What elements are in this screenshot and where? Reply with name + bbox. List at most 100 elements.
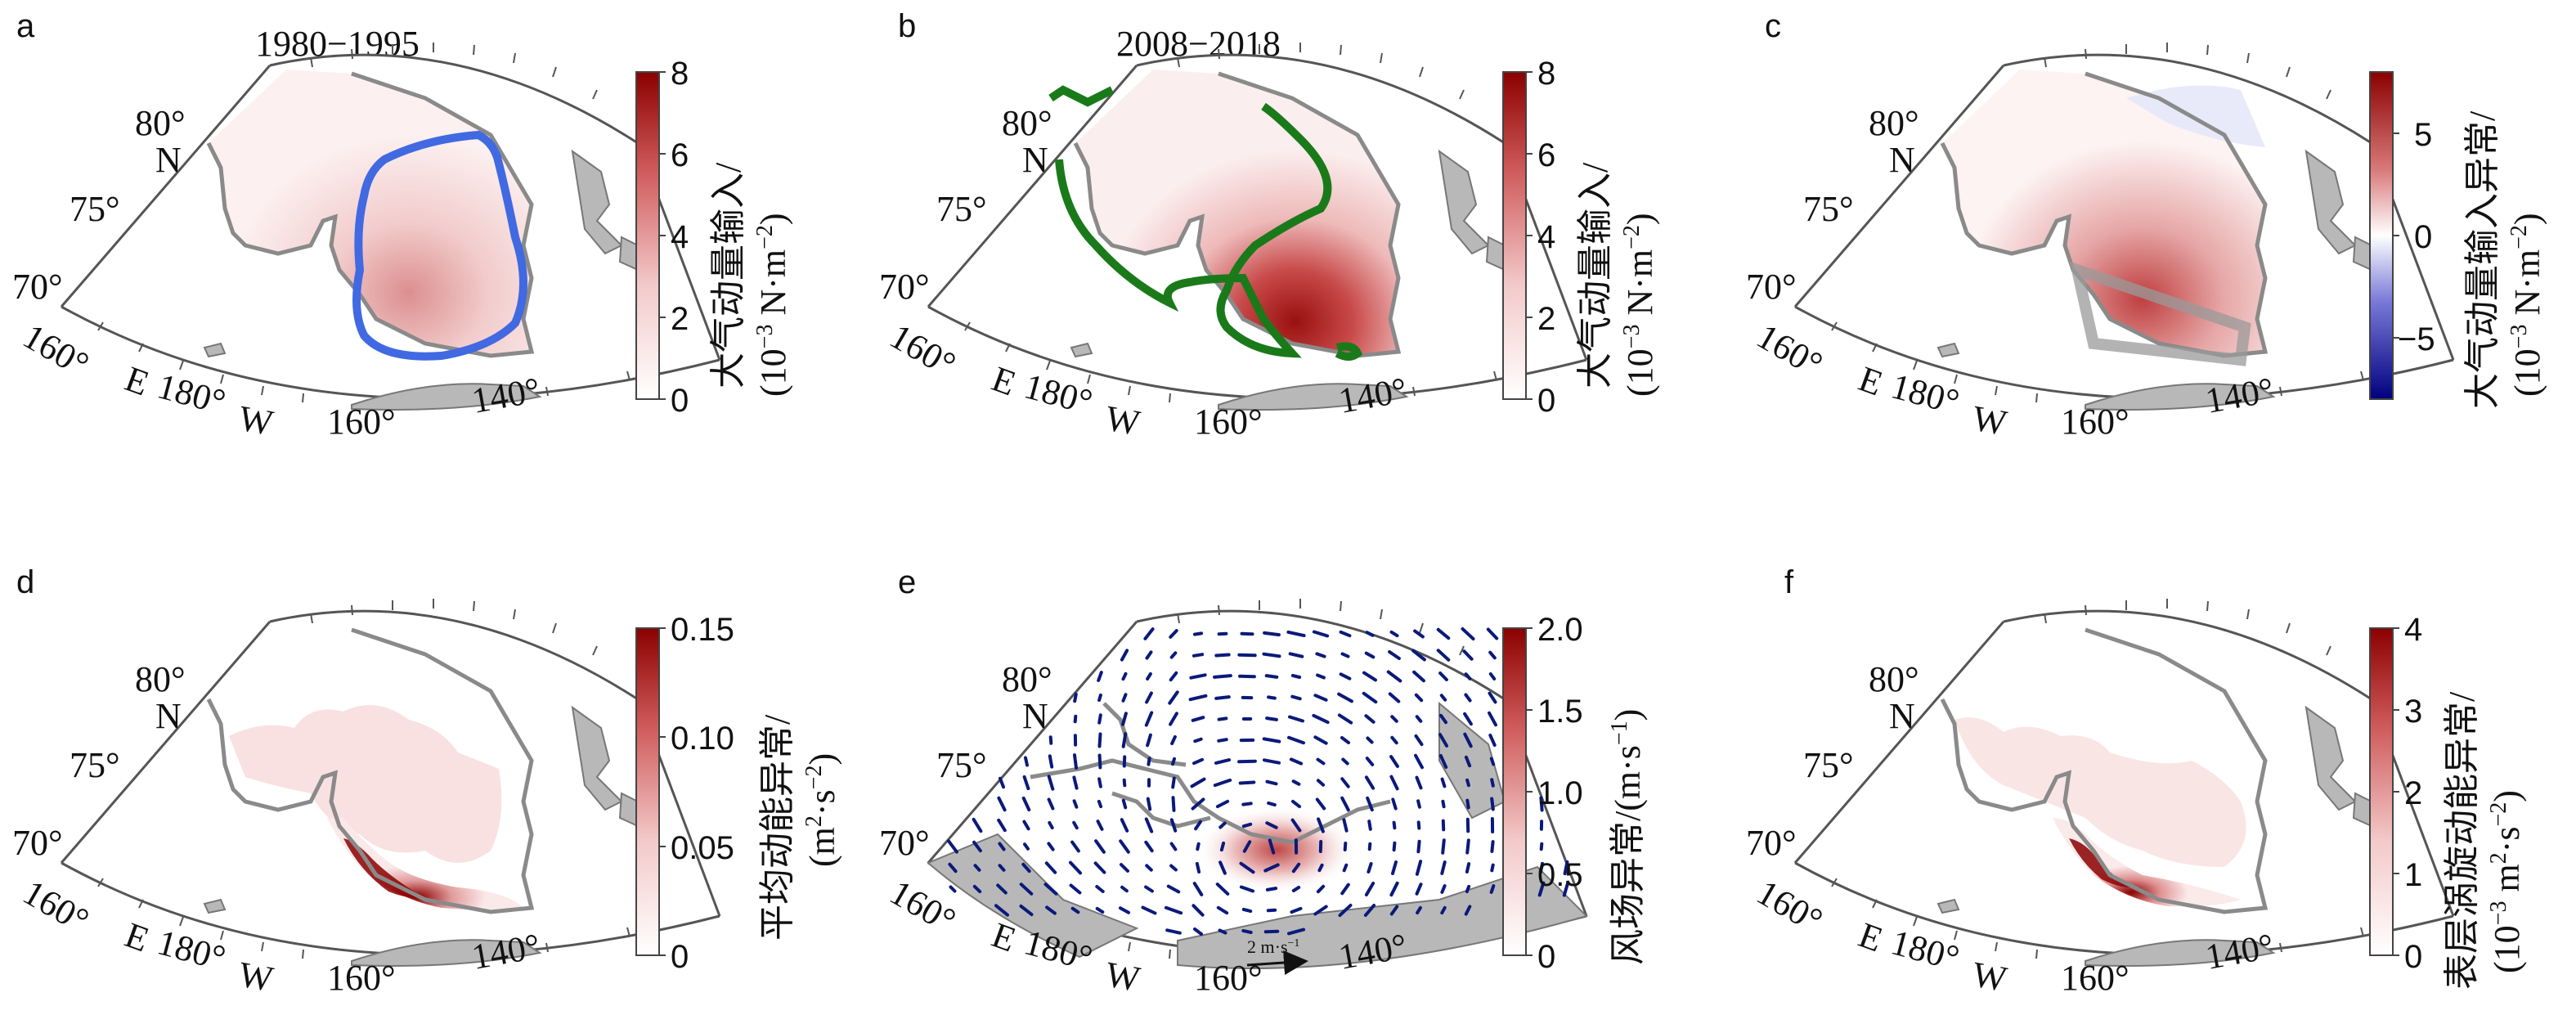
wind-vector [1465, 838, 1470, 855]
lat-70: 70° [1746, 267, 1797, 307]
wind-vector [1219, 841, 1226, 852]
wind-vector [1413, 629, 1425, 639]
wind-vector [1265, 779, 1278, 786]
wind-vector [1189, 673, 1207, 680]
wind-vector [1464, 755, 1472, 768]
wind-vector [1214, 758, 1231, 765]
wind-vector [1290, 694, 1302, 701]
cb-a-tick-0: 0 [671, 383, 689, 419]
wind-vector [1462, 649, 1474, 661]
lon-160e: 160° [1750, 316, 1829, 384]
wind-vector [1146, 671, 1152, 681]
wind-vector [1289, 757, 1304, 766]
wind-vector [1265, 716, 1278, 721]
wind-vector [1264, 674, 1279, 679]
cb-c-title: 大气动量输入异常/ [2462, 110, 2502, 409]
lon-e-label: E [987, 914, 1021, 959]
blue-contour [352, 130, 527, 361]
wind-vector [1217, 716, 1228, 721]
wind-vector [1338, 903, 1353, 918]
wind-vector [1144, 840, 1154, 853]
wind-vector [1096, 820, 1104, 831]
wind-vector [1214, 653, 1231, 658]
wind-vector [1044, 861, 1057, 874]
wind-vector [1488, 733, 1497, 748]
panel-a: a 1980−1995 80° N 75° 70° 160° E 180° W … [12, 8, 793, 443]
cb-d-tick-005: 0.05 [671, 830, 734, 866]
wind-vector [1097, 693, 1102, 703]
wind-vector [1239, 885, 1255, 893]
wind-vector [1120, 863, 1129, 873]
lon-w-label: W [1102, 954, 1143, 1000]
wind-vector [1141, 905, 1157, 915]
wind-vector [1021, 796, 1031, 812]
cb-f-tick-2: 2 [2404, 775, 2422, 811]
wind-vector [1465, 862, 1471, 874]
wind-vector [1073, 692, 1078, 703]
cb-a-title: 大气动量输入/ [708, 162, 748, 388]
wind-vector [1316, 779, 1326, 787]
wind-vector [1488, 711, 1497, 727]
wind-vector [1363, 904, 1376, 917]
wind-vector [1288, 652, 1304, 658]
wind-vector [1463, 732, 1473, 748]
wind-vector [1169, 629, 1178, 639]
cb-d-tick-010: 0.10 [671, 721, 734, 757]
wind-vector [1095, 885, 1105, 893]
wind-vector [1389, 905, 1399, 916]
wind-vector [1414, 693, 1424, 703]
cb-a-tick-4: 4 [671, 219, 689, 255]
wind-vector [1019, 904, 1034, 917]
cb-d-tick-0: 0 [671, 939, 689, 975]
wind-vector [1093, 861, 1106, 874]
wind-vector [1241, 929, 1253, 934]
wind-vector [1213, 778, 1232, 788]
wind-vector [1313, 694, 1328, 702]
wind-vector [1097, 753, 1102, 770]
wind-vector [1019, 883, 1034, 896]
lat-75: 75° [936, 745, 987, 785]
cb-e-tick-05: 0.5 [1537, 857, 1583, 893]
cb-c-tick-neg5: −5 [2398, 321, 2435, 357]
wind-vector [1193, 927, 1203, 936]
wind-vector [1215, 883, 1230, 896]
wind-vector [1164, 905, 1183, 915]
cb-f-title: 表层涡旋动能异常/ [2442, 691, 2482, 990]
lon-160w: 160° [1194, 402, 1263, 442]
wind-vector [1364, 651, 1376, 659]
wind-vector [1415, 715, 1423, 723]
panel-e-letter: e [898, 564, 916, 600]
wind-vector [1436, 627, 1451, 640]
wind-vector [1288, 715, 1304, 723]
wind-vector [973, 864, 981, 872]
wind-vector [1287, 927, 1305, 936]
lat-75: 75° [1803, 745, 1854, 785]
lon-160w: 160° [1194, 958, 1263, 998]
wind-vector [1265, 821, 1278, 829]
wind-vector [1265, 887, 1278, 891]
wind-vector [1287, 735, 1305, 745]
wind-vector [1362, 691, 1378, 704]
wind-vector [1389, 755, 1399, 768]
north-label: N [155, 696, 182, 736]
wind-vector [1340, 796, 1350, 812]
wind-vector [1191, 797, 1205, 811]
wind-vector [997, 796, 1007, 812]
panel-a-letter: a [16, 8, 35, 44]
wind-vector [999, 776, 1005, 789]
wind-vector [1267, 801, 1277, 807]
wind-vector [1048, 820, 1054, 830]
cb-d-unit: (m2·s−2) [801, 753, 842, 867]
wind-vector [972, 817, 983, 833]
wind-vector [1337, 713, 1353, 725]
lat-80: 80° [135, 659, 186, 699]
wind-vector [1439, 713, 1447, 725]
wind-vector [1121, 798, 1128, 810]
wind-vector [1563, 860, 1569, 876]
wind-vector [1097, 799, 1103, 809]
wind-vector [1438, 754, 1448, 769]
wind-vector [1341, 757, 1349, 766]
wind-vector [1414, 753, 1424, 770]
cb-b-tick-6: 6 [1537, 137, 1555, 173]
wind-vector [1313, 905, 1328, 916]
